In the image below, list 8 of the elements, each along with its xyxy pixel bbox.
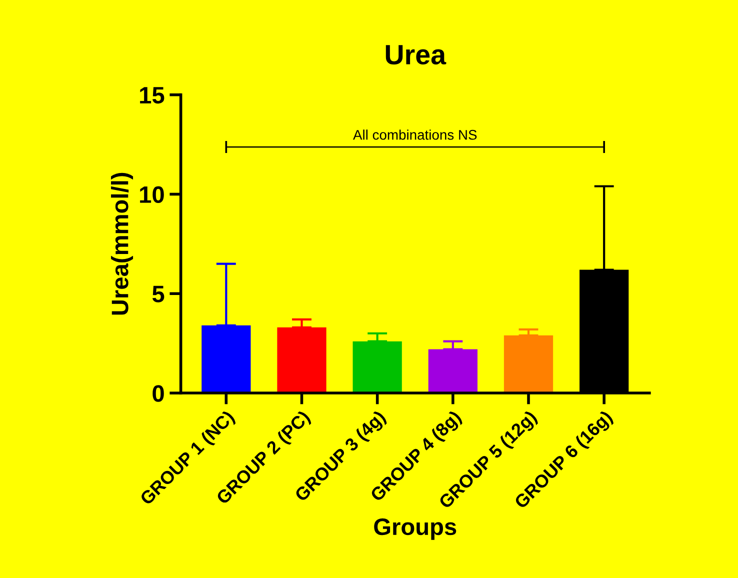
y-tick-label: 5 xyxy=(152,286,164,302)
y-tick-label: 15 xyxy=(140,87,164,104)
x-axis-title: Groups xyxy=(374,518,456,540)
annotation: All combinations NS xyxy=(353,130,477,140)
y-axis-title: Urea(mmol/l) xyxy=(111,172,134,315)
chart-title: Urea xyxy=(386,45,446,65)
y-tick-label: 0 xyxy=(152,385,164,402)
y-tick-label: 10 xyxy=(140,186,164,203)
